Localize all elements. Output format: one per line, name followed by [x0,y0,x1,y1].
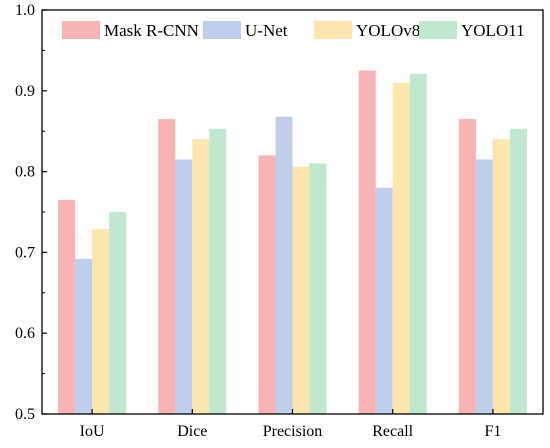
x-tick-label: Precision [263,423,323,440]
bar-mask-r-cnn-dice [158,119,176,414]
y-tick-label: 0.6 [15,325,35,342]
legend-swatch-yolov8 [314,21,352,39]
legend-label: Mask R-CNN [104,21,199,40]
bar-yolov8-recall [392,82,410,414]
bar-yolov8-f1 [492,139,510,414]
legend-label: YOLO11 [461,21,525,40]
bar-mask-r-cnn-recall [358,70,376,414]
bar-yolov8-iou [92,228,110,414]
bar-yolov8-dice [192,139,210,414]
bar-mask-r-cnn-f1 [458,119,476,414]
y-axis: 0.5 0.6 0.7 0.8 0.9 1.0 [15,2,47,423]
y-tick-label: 0.7 [15,244,35,261]
bar-yolo11-iou [109,212,127,414]
bar-yolo11-recall [409,73,427,414]
legend-swatch-u-net [203,21,241,39]
bar-u-net-f1 [475,159,493,414]
legend-label: U-Net [245,21,288,40]
bar-yolo11-f1 [509,128,527,414]
legend-swatch-mask-r-cnn [62,21,100,39]
bars-layer [58,70,527,414]
bar-yolov8-precision [292,166,310,414]
bar-mask-r-cnn-iou [58,199,76,414]
bar-mask-r-cnn-precision [258,155,276,414]
legend-label: YOLOv8 [356,21,420,40]
x-axis: IoU Dice Precision Recall F1 [80,409,501,440]
x-tick-label: IoU [80,423,105,440]
legend-swatch-yolo11 [419,21,457,39]
bar-yolo11-dice [209,128,227,414]
y-tick-label: 0.5 [15,406,35,423]
x-tick-label: Dice [177,423,207,440]
y-tick-label: 0.8 [15,164,35,181]
y-tick-label: 0.9 [15,83,35,100]
legend: Mask R-CNN U-Net YOLOv8 YOLO11 [62,21,525,40]
bar-u-net-iou [75,258,93,414]
bar-yolo11-precision [309,163,327,414]
bar-u-net-dice [175,159,193,414]
bar-u-net-precision [275,116,293,414]
x-tick-label: F1 [484,423,501,440]
x-tick-label: Recall [372,423,413,440]
y-tick-label: 1.0 [15,2,35,19]
bar-u-net-recall [375,187,393,414]
